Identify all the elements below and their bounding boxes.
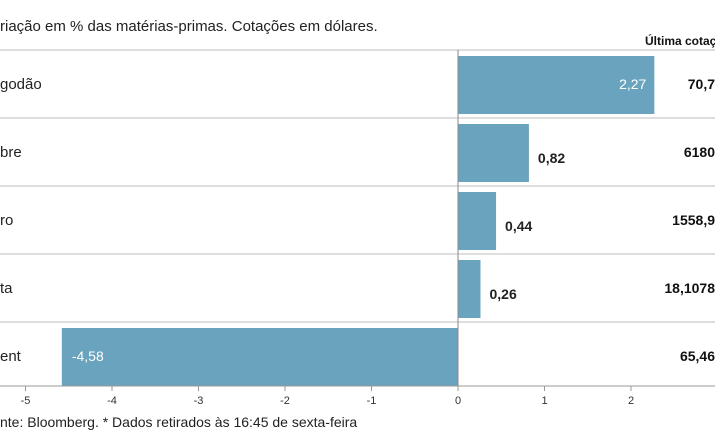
value-label: -4,58 [72,348,104,364]
category-label: godão [0,76,42,93]
bar-3 [458,192,497,250]
last-quote-value: 70,7 [688,76,715,92]
category-label: ta [0,280,13,297]
chart-source-note: nte: Bloomberg. * Dados retirados às 16:… [0,414,357,430]
value-label: 2,27 [619,76,646,92]
chart-subtitle: riação em % das matérias-primas. Cotaçõe… [0,18,378,35]
last-quote-value: 65,46 [680,348,715,364]
value-label: 0,44 [505,218,532,234]
last-quote-value: 18,1078 [664,280,715,296]
x-tick-label: -5 [21,395,31,407]
x-tick-label: -1 [367,395,377,407]
x-tick-label: -4 [107,395,117,407]
x-tick-label: -2 [280,395,290,407]
bar-2 [458,124,529,182]
x-tick-label: 2 [628,395,634,407]
value-label: 0,26 [489,286,516,302]
last-quote-header: Última cotaç [645,33,715,48]
bar-4 [458,260,481,318]
bar-5 [61,328,459,386]
chart-rows: godão 2,27 70,7 bre 0,82 6180 ro 0,44 1558,9 ta 0,… [0,49,715,386]
bar-1 [458,56,655,114]
category-label: ro [0,212,13,229]
value-label: 0,82 [538,150,565,166]
x-tick-label: 1 [541,395,547,407]
category-label: bre [0,144,22,161]
x-tick-label: -3 [194,395,204,407]
category-label: ent [0,348,22,365]
last-quote-value: 6180 [684,144,715,160]
x-tick-label: 0 [455,395,461,407]
x-axis: -5 -4 -3 -2 -1 0 1 2 [0,50,715,407]
last-quote-value: 1558,9 [672,212,715,228]
